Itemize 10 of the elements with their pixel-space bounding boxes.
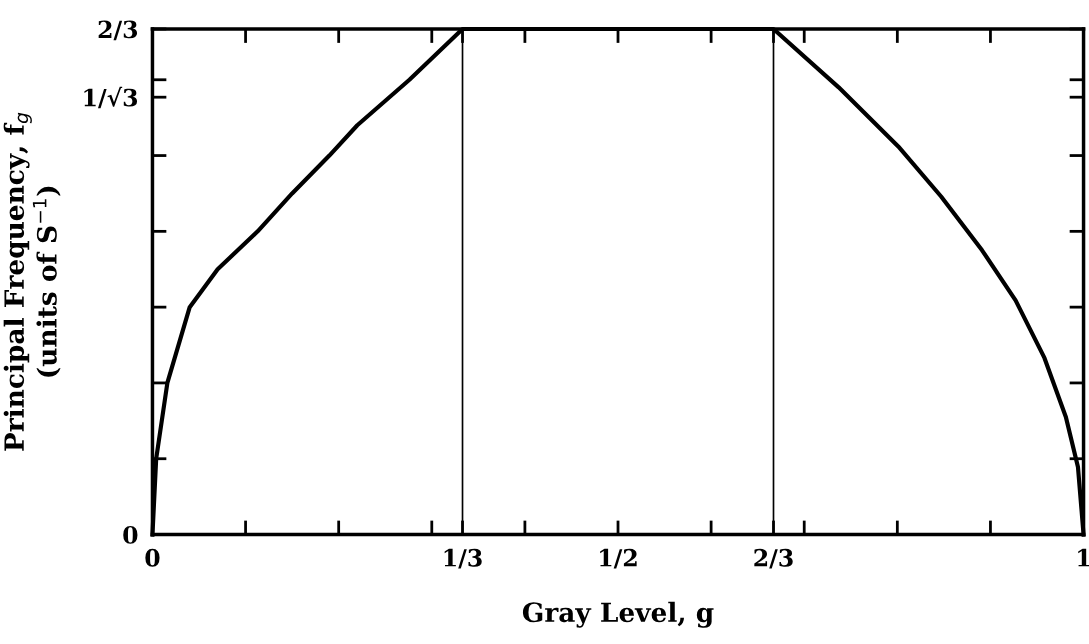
y-tick-label: 0 xyxy=(123,525,138,544)
x-tick-label: 1/2 xyxy=(600,548,637,569)
x-tick-label: 1 xyxy=(1078,548,1089,567)
y-tick-label: 1/√3 xyxy=(84,86,138,109)
x-tick-label: 1/3 xyxy=(444,548,482,569)
text: Principal Frequency, f$_{g}$ (units of S$^{−1}$) xyxy=(3,112,61,451)
y-tick-label: 2/3 xyxy=(98,20,138,41)
x-axis-title: Gray Level, g xyxy=(522,601,714,628)
x-tick-label: 2/3 xyxy=(754,548,793,569)
x-tick-label: 0 xyxy=(145,548,160,567)
